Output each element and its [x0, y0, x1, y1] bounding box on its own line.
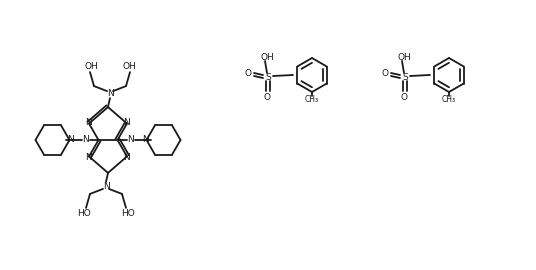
Text: O: O	[382, 69, 389, 79]
Text: O: O	[264, 93, 271, 102]
Text: OH: OH	[122, 62, 136, 70]
Text: OH: OH	[260, 52, 274, 62]
Text: N: N	[142, 136, 149, 144]
Text: CH₃: CH₃	[442, 96, 456, 104]
Text: CH₃: CH₃	[305, 96, 319, 104]
Text: O: O	[244, 69, 251, 79]
Text: OH: OH	[84, 62, 98, 70]
Text: N: N	[107, 89, 114, 97]
Text: HO: HO	[77, 210, 91, 218]
Text: S: S	[402, 73, 408, 82]
Text: N: N	[67, 136, 74, 144]
Text: N: N	[124, 153, 130, 162]
Text: N: N	[86, 118, 92, 127]
Text: HO: HO	[121, 210, 135, 218]
Text: N: N	[82, 136, 89, 144]
Text: N: N	[124, 118, 130, 127]
Text: N: N	[127, 136, 134, 144]
Text: O: O	[400, 93, 407, 102]
Text: N: N	[86, 153, 92, 162]
Text: N: N	[102, 183, 109, 191]
Text: OH: OH	[397, 52, 411, 62]
Text: S: S	[265, 73, 271, 82]
